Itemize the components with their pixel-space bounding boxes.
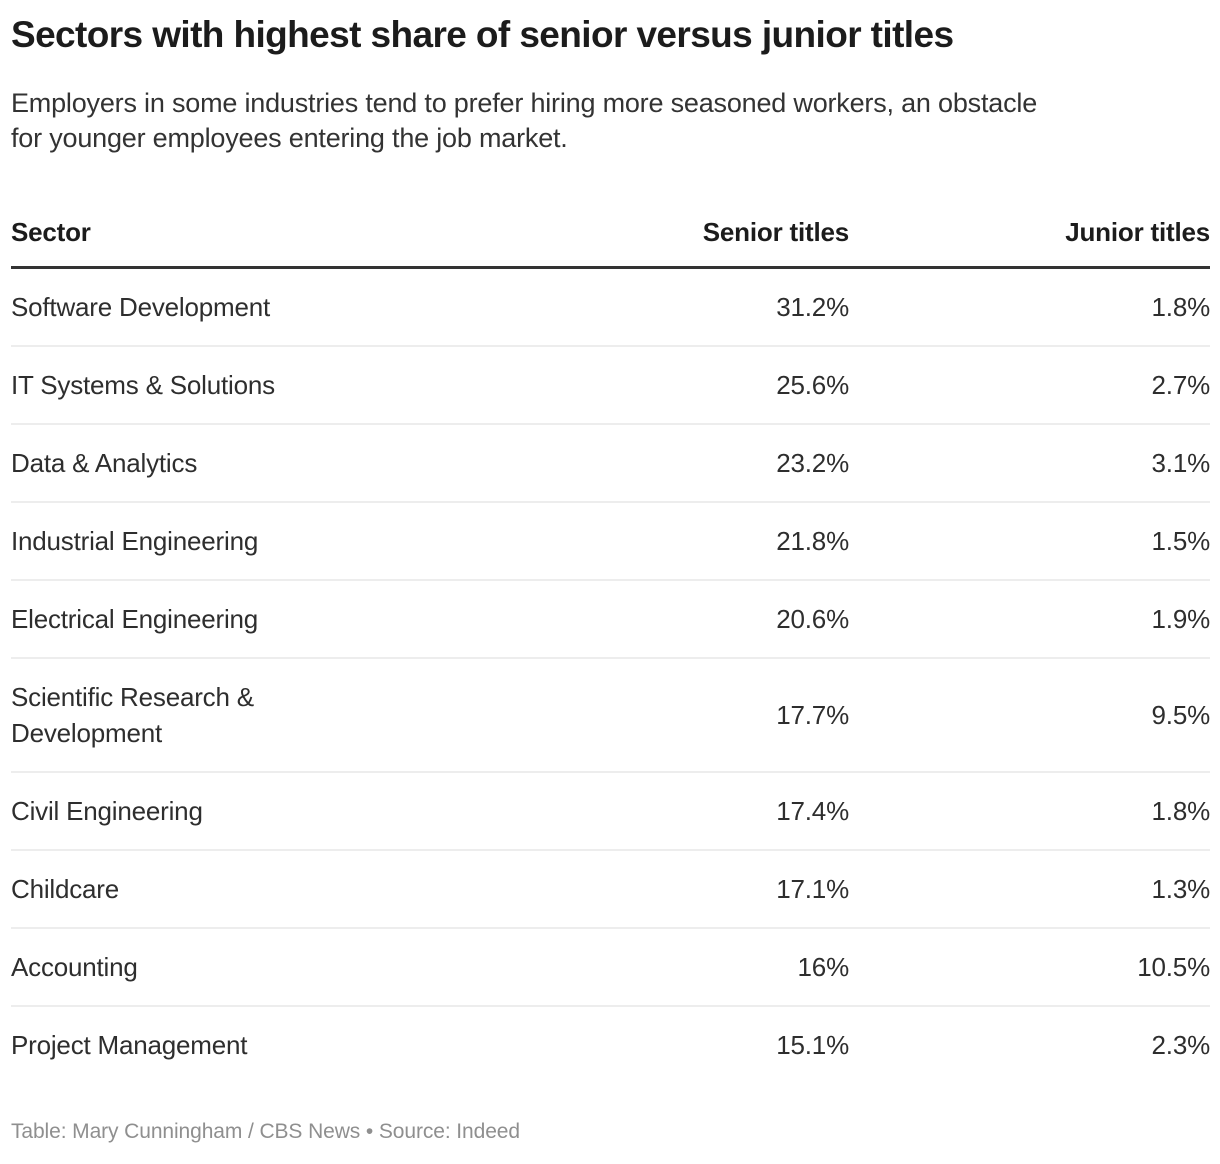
sector-cell: Electrical Engineering	[11, 580, 351, 659]
column-header-sector: Sector	[11, 204, 351, 269]
table-row: Childcare 17.1% 1.3%	[11, 850, 1210, 929]
sector-cell: Childcare	[11, 850, 351, 929]
table-row: Data & Analytics 23.2% 3.1%	[11, 424, 1210, 503]
table-row: Industrial Engineering 21.8% 1.5%	[11, 502, 1210, 581]
page-subtitle: Employers in some industries tend to pre…	[11, 88, 1038, 153]
senior-value-cell: 23.2%	[351, 424, 849, 503]
table-credit: Table: Mary Cunningham / CBS News • Sour…	[11, 1120, 520, 1143]
junior-value-cell: 1.8%	[849, 772, 1210, 851]
table-row: Electrical Engineering 20.6% 1.9%	[11, 580, 1210, 659]
junior-value-cell: 2.7%	[849, 346, 1210, 425]
junior-value-cell: 10.5%	[849, 928, 1210, 1007]
senior-value-cell: 17.1%	[351, 850, 849, 929]
senior-value-cell: 16%	[351, 928, 849, 1007]
junior-value-cell: 2.3%	[1151, 1030, 1211, 1060]
senior-value-cell: 17.4%	[351, 772, 849, 851]
table-row: Scientific Research & Development 17.7% …	[11, 658, 1210, 773]
sector-cell: Data & Analytics	[11, 424, 351, 503]
sector-cell: IT Systems & Solutions	[11, 346, 351, 425]
junior-value-cell: 1.3%	[849, 850, 1210, 929]
senior-value-cell: 31.2%	[351, 267, 849, 347]
senior-value-cell: 15.1%	[776, 1030, 849, 1060]
sector-cell: Civil Engineering	[11, 772, 351, 851]
junior-value-cell: 1.8%	[849, 267, 1210, 347]
sector-cell: Software Development	[11, 267, 351, 347]
table-row: IT Systems & Solutions 25.6% 2.7%	[11, 346, 1210, 425]
table-row: Software Development 31.2% 1.8%	[11, 267, 1210, 347]
senior-value-cell: 25.6%	[351, 346, 849, 425]
table-row: Civil Engineering 17.4% 1.8%	[11, 772, 1210, 851]
sector-cell: Project Management	[11, 1030, 248, 1060]
junior-value-cell: 1.9%	[849, 580, 1210, 659]
page-title: Sectors with highest share of senior ver…	[11, 14, 954, 55]
junior-value-cell: 3.1%	[849, 424, 1210, 503]
table-row: Accounting 16% 10.5%	[11, 928, 1210, 1007]
senior-value-cell: 17.7%	[351, 658, 849, 773]
senior-value-cell: 21.8%	[351, 502, 849, 581]
junior-value-cell: 9.5%	[849, 658, 1210, 773]
data-table: Sector Senior titles Junior titles Softw…	[11, 204, 1210, 1083]
sector-cell: Industrial Engineering	[11, 502, 351, 581]
column-header-senior-titles: Senior titles	[351, 204, 849, 269]
sector-cell: Accounting	[11, 928, 351, 1007]
table-header-row: Sector Senior titles Junior titles	[11, 204, 1210, 269]
table-row: Project Management 15.1% 2.3%	[11, 1006, 1210, 1083]
senior-value-cell: 20.6%	[351, 580, 849, 659]
sector-cell: Scientific Research & Development	[11, 658, 351, 773]
junior-value-cell: 1.5%	[849, 502, 1210, 581]
column-header-junior-titles: Junior titles	[849, 204, 1210, 269]
